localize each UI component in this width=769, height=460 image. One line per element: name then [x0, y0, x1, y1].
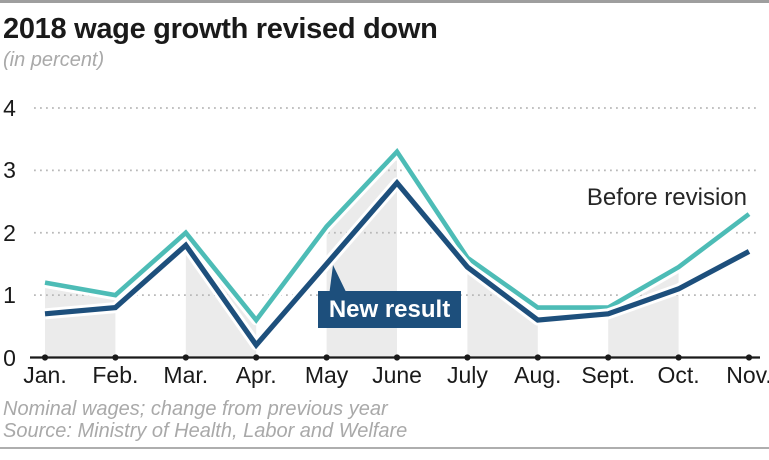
footer-notes: Nominal wages; change from previous year…	[3, 398, 407, 442]
x-tick-label: Aug.	[514, 362, 562, 388]
x-tick-label: Sept.	[581, 362, 636, 388]
axis-tick-dot	[41, 354, 49, 361]
axis-tick-dot	[745, 354, 753, 361]
new-result-callout-tail	[329, 265, 348, 296]
y-tick-label: 4	[3, 95, 16, 121]
axis-tick-dot	[605, 354, 612, 361]
x-tick-label: May	[304, 362, 349, 388]
x-tick-label: June	[372, 362, 422, 388]
bottom-border-rule	[0, 447, 769, 449]
x-tick-label: Nov.	[726, 362, 769, 388]
axis-tick-dot	[182, 354, 189, 361]
y-tick-label: 0	[3, 344, 16, 371]
x-tick-label: Mar.	[163, 362, 209, 388]
before-revision-series-label: Before revision	[586, 184, 747, 211]
footnote-definition: Nominal wages; change from previous year	[3, 398, 388, 420]
axis-tick-dot	[393, 354, 401, 361]
axis-tick-dot	[323, 354, 330, 361]
axis-tick-dot	[112, 354, 119, 361]
axis-tick-dot	[464, 354, 471, 361]
data-line	[44, 178, 751, 350]
chart-subtitle: (in percent)	[3, 49, 105, 71]
x-tick-label: July	[446, 362, 488, 388]
x-tick-label: Apr.	[235, 362, 277, 388]
y-tick-label: 2	[3, 219, 16, 246]
axis-tick-dot	[253, 354, 260, 361]
axis-tick-dot	[675, 354, 682, 361]
top-border-rule	[0, 0, 769, 3]
x-tick-label: Feb.	[92, 362, 139, 388]
y-tick-label: 3	[3, 157, 16, 184]
new-result-series-callout: New result	[318, 291, 461, 328]
axis-tick-dot	[534, 354, 541, 361]
chart-title: 2018 wage growth revised down	[3, 13, 438, 45]
shaded-column	[45, 282, 116, 358]
y-tick-label: 1	[3, 282, 16, 309]
x-tick-label: Oct.	[657, 362, 700, 388]
data-line	[44, 147, 751, 324]
x-tick-label: Jan.	[23, 362, 67, 388]
footnote-source: Source: Ministry of Health, Labor and We…	[3, 420, 408, 442]
